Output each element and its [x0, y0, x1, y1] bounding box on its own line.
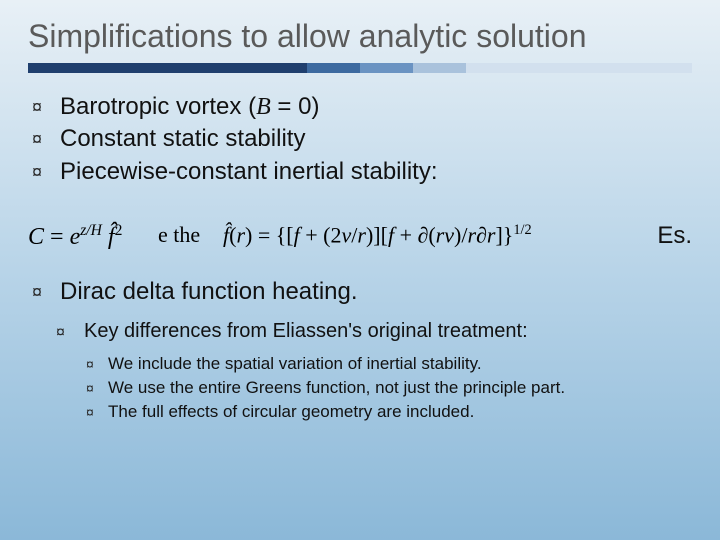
- sub-bullet-2: ¤ The full effects of circular geometry …: [86, 400, 692, 424]
- bullet-2-text: Piecewise-constant inertial stability:: [60, 156, 438, 188]
- rule-seg-2: [360, 63, 413, 73]
- bullet-0-text: Barotropic vortex (B = 0): [60, 91, 319, 123]
- bullet-2: ¤ Piecewise-constant inertial stability:: [32, 156, 692, 188]
- rule-seg-3: [413, 63, 466, 73]
- sub-bullets: ¤ We include the spatial variation of in…: [56, 352, 692, 424]
- sub-bullet-1-text: We use the entire Greens function, not j…: [108, 376, 565, 400]
- sub-bullet-0: ¤ We include the spatial variation of in…: [86, 352, 692, 376]
- fragment-mid: e the: [158, 222, 200, 248]
- fragment-tail: Es.: [657, 222, 692, 250]
- sub-bullet-0-text: We include the spatial variation of iner…: [108, 352, 482, 376]
- bullet-glyph: ¤: [86, 400, 100, 424]
- sub-bullet-2-text: The full effects of circular geometry ar…: [108, 400, 474, 424]
- dirac-bullet: ¤ Dirac delta function heating.: [32, 276, 692, 308]
- bullet-1-text: Constant static stability: [60, 123, 305, 155]
- dirac-bullet-text: Dirac delta function heating.: [60, 276, 358, 308]
- formula-fhat: f̂(r) = {[f + (2v/r)][f + ∂(rv)/r∂r]}1/2: [223, 222, 532, 248]
- formula-row: C = ez/H f̂2 e the f̂(r) = {[f + (2v/r)]…: [28, 210, 692, 266]
- rule-seg-0: [28, 63, 307, 73]
- slide-container: Simplifications to allow analytic soluti…: [0, 0, 720, 540]
- bullet-0: ¤ Barotropic vortex (B = 0): [32, 91, 692, 123]
- rule-seg-4: [466, 63, 692, 73]
- bullet-glyph: ¤: [86, 352, 100, 376]
- bullet-glyph: ¤: [32, 91, 50, 123]
- bullet-1: ¤ Constant static stability: [32, 123, 692, 155]
- bullet-glyph: ¤: [32, 156, 50, 188]
- sub-bullet-1: ¤ We use the entire Greens function, not…: [86, 376, 692, 400]
- bullet-glyph: ¤: [86, 376, 100, 400]
- formula-C: C = ez/H f̂2: [28, 222, 122, 251]
- dirac-bullet-list: ¤ Dirac delta function heating.: [28, 276, 692, 308]
- slide-title: Simplifications to allow analytic soluti…: [28, 18, 692, 55]
- bullet-glyph: ¤: [32, 276, 50, 308]
- minor-title-row: ¤ Key differences from Eliassen's origin…: [56, 320, 692, 346]
- title-rule: [28, 63, 692, 73]
- var-B: B: [256, 94, 271, 120]
- bullet-glyph: ¤: [32, 123, 50, 155]
- major-bullets: ¤ Barotropic vortex (B = 0) ¤ Constant s…: [28, 91, 692, 188]
- bullet-glyph: ¤: [56, 320, 74, 346]
- minor-title: Key differences from Eliassen's original…: [84, 320, 528, 343]
- minor-section: ¤ Key differences from Eliassen's origin…: [28, 320, 692, 424]
- rule-seg-1: [307, 63, 360, 73]
